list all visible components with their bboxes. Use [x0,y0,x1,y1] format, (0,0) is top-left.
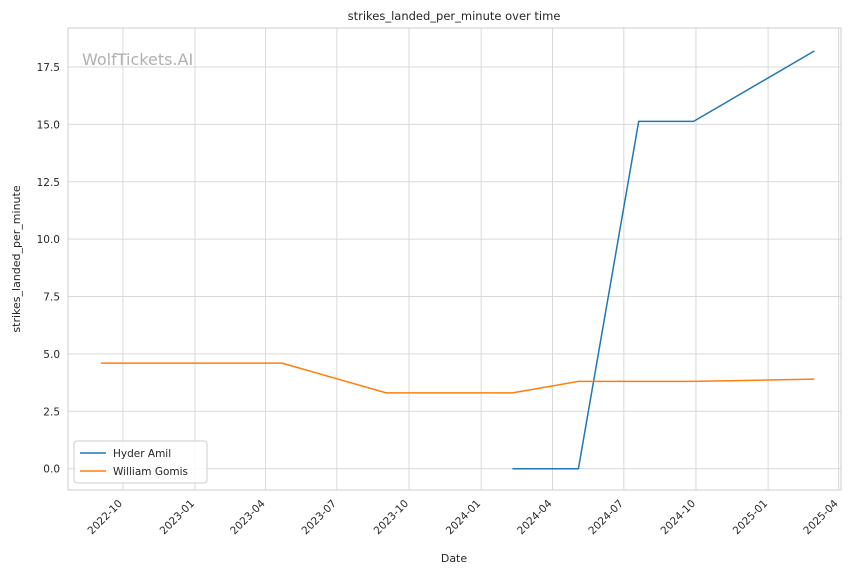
y-tick-label: 5.0 [43,349,60,361]
x-tick-label: 2022-10 [85,498,125,538]
x-tick-label: 2024-07 [586,498,626,538]
x-tick-label: 2023-04 [228,497,268,537]
y-tick-label: 0.0 [43,464,60,476]
series-layer [100,50,815,470]
x-tick-label: 2024-01 [444,498,484,538]
series-line-1 [100,362,815,394]
y-tick-label: 17.5 [37,62,60,74]
y-axis-label: strikes_landed_per_minute [10,185,23,332]
x-tick-label: 2025-01 [731,498,771,538]
chart-title: strikes_landed_per_minute over time [348,9,561,23]
legend-box [73,440,208,484]
watermark: WolfTickets.AI [82,50,193,69]
legend-label-0: Hyder Amil [113,448,171,460]
x-tick-label: 2024-10 [659,498,699,538]
grid [68,28,841,490]
x-tick-label: 2024-04 [515,497,555,537]
y-tick-label: 2.5 [43,406,60,418]
x-axis-label: Date [441,552,468,565]
x-tick-label: 2025-04 [801,497,841,537]
y-tick-label: 12.5 [37,177,60,189]
legend-label-1: William Gomis [113,466,188,478]
y-tick-label: 15.0 [37,119,60,131]
y-tick-label: 7.5 [43,292,60,304]
x-tick-label: 2023-01 [158,498,198,538]
series-line-0 [512,50,815,470]
y-tick-label: 10.0 [37,234,60,246]
x-tick-labels: 2022-10 2023-01 2023-04 2023-07 2023-10 2024-… [85,497,841,537]
x-tick-label: 2023-10 [372,498,412,538]
y-tick-labels: 0.0 2.5 5.0 7.5 10.0 12.5 15.0 17.5 [37,62,60,476]
plot-frame [67,27,842,491]
x-tick-label: 2023-07 [300,498,340,538]
legend: Hyder Amil William Gomis [73,440,208,484]
